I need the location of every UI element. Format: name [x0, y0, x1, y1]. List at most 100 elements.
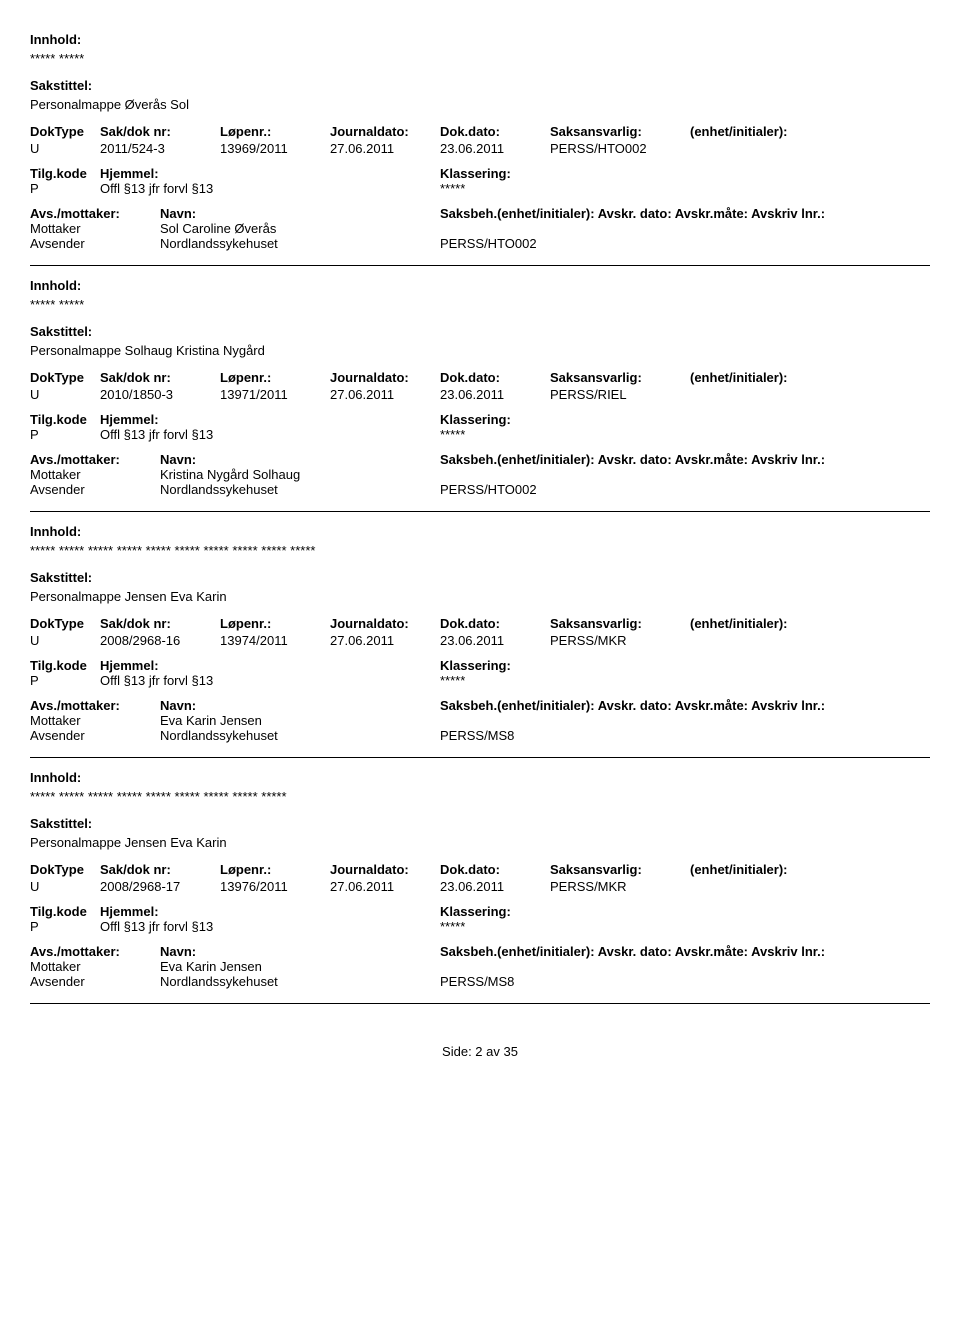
- party-unit: PERSS/HTO002: [440, 482, 640, 497]
- navn-header: Navn:: [160, 206, 440, 221]
- journaldato-value: 27.06.2011: [330, 141, 440, 156]
- sakdok-header: Sak/dok nr:: [100, 370, 220, 385]
- hjemmel-value: Offl §13 jfr forvl §13: [100, 919, 440, 934]
- party-unit: PERSS/MS8: [440, 974, 640, 989]
- klassering-value: *****: [440, 181, 640, 196]
- innhold-value: ***** ***** ***** ***** ***** ***** ****…: [30, 543, 930, 558]
- hjemmel-value: Offl §13 jfr forvl §13: [100, 427, 440, 442]
- tilgkode-header: Tilg.kode: [30, 904, 100, 919]
- sakdok-value: 2011/524-3: [100, 141, 220, 156]
- saksansvarlig-header: Saksansvarlig:: [550, 616, 690, 631]
- journal-entry: Innhold: ***** ***** ***** ***** ***** *…: [30, 770, 930, 1004]
- party-role: Mottaker: [30, 959, 160, 974]
- dokdato-header: Dok.dato:: [440, 370, 550, 385]
- sakstittel-value: Personalmappe Jensen Eva Karin: [30, 589, 930, 604]
- sakstittel-label: Sakstittel:: [30, 78, 930, 93]
- lopenr-header: Løpenr.:: [220, 124, 330, 139]
- journal-entry: Innhold: ***** ***** ***** ***** ***** *…: [30, 524, 930, 758]
- enhet-value: [690, 387, 840, 402]
- journaldato-value: 27.06.2011: [330, 633, 440, 648]
- dokdato-value: 23.06.2011: [440, 141, 550, 156]
- party-role: Mottaker: [30, 467, 160, 482]
- hjemmel-value: Offl §13 jfr forvl §13: [100, 673, 440, 688]
- navn-header: Navn:: [160, 452, 440, 467]
- saksansvarlig-value: PERSS/MKR: [550, 879, 690, 894]
- party-role: Avsender: [30, 236, 160, 251]
- journal-entry: Innhold: ***** ***** Sakstittel: Persona…: [30, 278, 930, 512]
- sakstittel-label: Sakstittel:: [30, 816, 930, 831]
- innhold-label: Innhold:: [30, 524, 930, 539]
- saksbeh-header: Saksbeh.(enhet/initialer): Avskr. dato: …: [440, 698, 930, 713]
- entry-separator: [30, 757, 930, 758]
- saksansvarlig-value: PERSS/HTO002: [550, 141, 690, 156]
- party-role: Avsender: [30, 482, 160, 497]
- hjemmel-header: Hjemmel:: [100, 166, 440, 181]
- sakstittel-label: Sakstittel:: [30, 570, 930, 585]
- innhold-label: Innhold:: [30, 32, 930, 47]
- journaldato-value: 27.06.2011: [330, 879, 440, 894]
- lopenr-header: Løpenr.:: [220, 862, 330, 877]
- journaldato-header: Journaldato:: [330, 616, 440, 631]
- klassering-header: Klassering:: [440, 166, 640, 181]
- party-unit: [440, 713, 640, 728]
- journaldato-header: Journaldato:: [330, 862, 440, 877]
- sakstittel-value: Personalmappe Jensen Eva Karin: [30, 835, 930, 850]
- lopenr-header: Løpenr.:: [220, 370, 330, 385]
- tilgkode-value: P: [30, 181, 100, 196]
- party-name: Nordlandssykehuset: [160, 974, 440, 989]
- lopenr-value: 13969/2011: [220, 141, 330, 156]
- enhet-value: [690, 141, 840, 156]
- saksansvarlig-value: PERSS/RIEL: [550, 387, 690, 402]
- klassering-header: Klassering:: [440, 904, 640, 919]
- party-unit: PERSS/MS8: [440, 728, 640, 743]
- enhet-header: (enhet/initialer):: [690, 862, 840, 877]
- saksbeh-header: Saksbeh.(enhet/initialer): Avskr. dato: …: [440, 206, 930, 221]
- party-name: Eva Karin Jensen: [160, 959, 440, 974]
- avsmottaker-header: Avs./mottaker:: [30, 944, 160, 959]
- entry-separator: [30, 265, 930, 266]
- party-name: Nordlandssykehuset: [160, 728, 440, 743]
- sakstittel-value: Personalmappe Øverås Sol: [30, 97, 930, 112]
- hjemmel-header: Hjemmel:: [100, 412, 440, 427]
- saksbeh-header: Saksbeh.(enhet/initialer): Avskr. dato: …: [440, 452, 930, 467]
- hjemmel-header: Hjemmel:: [100, 904, 440, 919]
- party-unit: [440, 467, 640, 482]
- page-footer: Side: 2 av 35: [30, 1044, 930, 1059]
- dokdato-value: 23.06.2011: [440, 387, 550, 402]
- tilgkode-header: Tilg.kode: [30, 166, 100, 181]
- sakdok-header: Sak/dok nr:: [100, 616, 220, 631]
- innhold-value: ***** *****: [30, 297, 930, 312]
- innhold-label: Innhold:: [30, 278, 930, 293]
- doktype-value: U: [30, 387, 100, 402]
- sakstittel-label: Sakstittel:: [30, 324, 930, 339]
- saksansvarlig-header: Saksansvarlig:: [550, 370, 690, 385]
- journaldato-header: Journaldato:: [330, 370, 440, 385]
- doktype-header: DokType: [30, 370, 100, 385]
- klassering-header: Klassering:: [440, 412, 640, 427]
- saksansvarlig-header: Saksansvarlig:: [550, 862, 690, 877]
- enhet-header: (enhet/initialer):: [690, 124, 840, 139]
- saksansvarlig-header: Saksansvarlig:: [550, 124, 690, 139]
- lopenr-value: 13971/2011: [220, 387, 330, 402]
- avsmottaker-header: Avs./mottaker:: [30, 698, 160, 713]
- avsmottaker-header: Avs./mottaker:: [30, 206, 160, 221]
- doktype-value: U: [30, 879, 100, 894]
- dokdato-value: 23.06.2011: [440, 879, 550, 894]
- sakdok-header: Sak/dok nr:: [100, 124, 220, 139]
- dokdato-value: 23.06.2011: [440, 633, 550, 648]
- dokdato-header: Dok.dato:: [440, 616, 550, 631]
- party-unit: [440, 959, 640, 974]
- doktype-value: U: [30, 141, 100, 156]
- enhet-value: [690, 633, 840, 648]
- lopenr-header: Løpenr.:: [220, 616, 330, 631]
- avsmottaker-header: Avs./mottaker:: [30, 452, 160, 467]
- party-role: Avsender: [30, 728, 160, 743]
- enhet-header: (enhet/initialer):: [690, 616, 840, 631]
- innhold-value: ***** ***** ***** ***** ***** ***** ****…: [30, 789, 930, 804]
- doktype-header: DokType: [30, 124, 100, 139]
- party-role: Mottaker: [30, 221, 160, 236]
- klassering-header: Klassering:: [440, 658, 640, 673]
- doktype-value: U: [30, 633, 100, 648]
- tilgkode-header: Tilg.kode: [30, 658, 100, 673]
- party-role: Avsender: [30, 974, 160, 989]
